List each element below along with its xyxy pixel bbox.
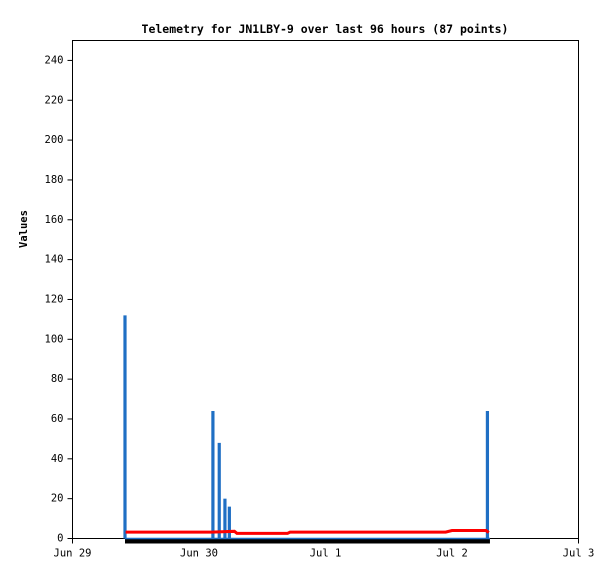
- y-tick-label: 100: [45, 333, 64, 345]
- y-tick-label: 140: [45, 254, 64, 266]
- series-blue: [123, 315, 490, 540]
- y-tick-label: 200: [45, 134, 64, 146]
- red-trace: [125, 529, 490, 535]
- y-tick-label: 240: [45, 54, 64, 66]
- y-tick-label: 220: [45, 94, 64, 106]
- page-title: Telemetry for JN1LBY-9 over last 96 hour…: [141, 22, 509, 36]
- y-axis-ticks: 0 20 40 60 80 100 120 140 160 180 200 220 240: [45, 54, 73, 545]
- y-tick-label: 120: [45, 293, 64, 305]
- y-tick-label: 0: [57, 533, 63, 545]
- x-tick-label: Jun 29: [54, 548, 92, 560]
- y-tick-label: 40: [51, 453, 64, 465]
- y-tick-label: 180: [45, 174, 64, 186]
- x-tick-label: Jul 1: [310, 548, 342, 560]
- x-tick-label: Jul 3: [563, 548, 595, 560]
- y-tick-label: 60: [51, 413, 64, 425]
- x-tick-label: Jun 30: [180, 548, 218, 560]
- x-tick-label: Jul 2: [436, 548, 468, 560]
- y-tick-label: 80: [51, 373, 64, 385]
- series-red: [125, 529, 490, 535]
- y-tick-label: 160: [45, 214, 64, 226]
- plot-frame: [72, 40, 579, 539]
- y-tick-label: 20: [51, 493, 64, 505]
